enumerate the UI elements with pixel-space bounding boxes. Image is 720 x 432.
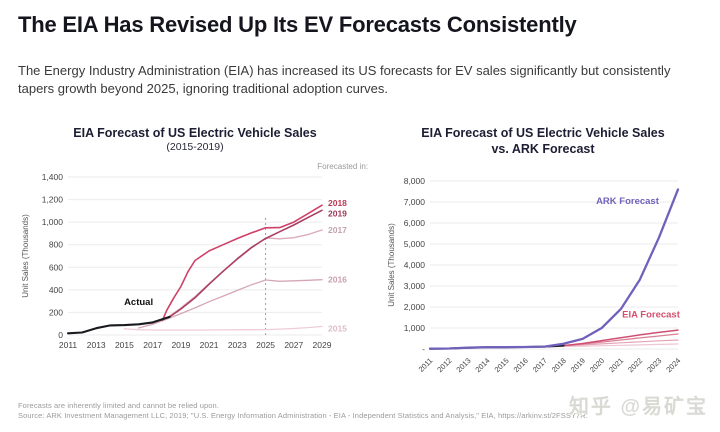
series-line-ark-forecast — [428, 188, 680, 350]
legend-note: Forecasted in: — [317, 162, 368, 171]
series-end-label-2016: 2016 — [328, 275, 347, 285]
left-chart: EIA Forecast of US Electric Vehicle Sale… — [20, 122, 370, 359]
y-axis-tick-label: 1,000 — [404, 323, 426, 333]
y-axis-label: Unit Sales (Thousands) — [387, 223, 396, 307]
page-title: The EIA Has Revised Up Its EV Forecasts … — [18, 12, 577, 37]
y-axis-tick-label: 1,000 — [42, 217, 64, 227]
x-axis-tick-label: 2024 — [664, 356, 682, 374]
left-chart-canvas: 0 200 400 600 800 1,000 1,200 1,400 2011 2013 2015… — [21, 162, 368, 350]
annotation-eia-forecast: EIA Forecast — [622, 310, 681, 321]
right-chart-subtitle: vs. ARK Forecast — [491, 142, 595, 156]
y-axis-tick-label: 8,000 — [404, 176, 426, 186]
annotation-actual: Actual — [124, 297, 153, 308]
x-axis-tick-label: 2017 — [531, 356, 549, 374]
y-axis-tick-label: - — [422, 344, 425, 354]
y-axis-tick-label: 200 — [49, 307, 63, 317]
y-axis-tick-label: 6,000 — [404, 218, 426, 228]
x-axis-tick-label: 2016 — [512, 356, 530, 374]
y-axis-tick-label: 1,400 — [42, 172, 64, 182]
source-text: Source: ARK Investment Management LLC, 2… — [18, 411, 588, 420]
y-axis-tick-label: 600 — [49, 262, 63, 272]
x-axis-tick-label: 2012 — [435, 356, 453, 374]
x-axis-tick-label: 2019 — [171, 340, 190, 350]
x-axis-tick-label: 2022 — [626, 356, 644, 374]
right-chart: EIA Forecast of US Electric Vehicle Sale… — [378, 122, 708, 391]
right-chart-title: EIA Forecast of US Electric Vehicle Sale… — [421, 126, 665, 140]
x-axis-tick-label: 2023 — [645, 356, 663, 374]
left-chart-subtitle: (2015-2019) — [166, 141, 224, 153]
series-end-label-2018: 2018 — [328, 198, 347, 208]
y-axis-tick-label: 3,000 — [404, 281, 426, 291]
y-axis-tick-label: 5,000 — [404, 239, 426, 249]
watermark: 知乎 @易矿宝 — [568, 396, 708, 418]
page-subtitle: The Energy Industry Administration (EIA)… — [18, 63, 671, 96]
x-axis-tick-label: 2021 — [607, 356, 625, 374]
annotation-ark-forecast: ARK Forecast — [596, 196, 660, 207]
x-axis-tick-label: 2019 — [569, 356, 587, 374]
series-line-forecast-2018 — [161, 204, 323, 322]
x-axis-tick-label: 2021 — [200, 340, 219, 350]
y-axis-tick-label: 0 — [58, 330, 63, 340]
x-axis-tick-label: 2011 — [59, 340, 78, 350]
series-end-label-2017: 2017 — [328, 225, 347, 235]
y-axis-tick-label: 800 — [49, 240, 63, 250]
x-axis-tick-label: 2020 — [588, 356, 606, 374]
y-axis-tick-label: 4,000 — [404, 260, 426, 270]
series-end-label-2019: 2019 — [328, 208, 347, 218]
y-axis-tick-label: 400 — [49, 285, 63, 295]
x-axis-tick-label: 2013 — [454, 356, 472, 374]
left-chart-title: EIA Forecast of US Electric Vehicle Sale… — [73, 126, 317, 140]
series-line-forecast-2019 — [168, 209, 323, 318]
x-axis-tick-label: 2018 — [550, 356, 568, 374]
x-axis-tick-label: 2015 — [115, 340, 134, 350]
x-axis-tick-label: 2023 — [228, 340, 247, 350]
x-axis-tick-label: 2014 — [473, 356, 491, 374]
x-axis-tick-label: 2017 — [143, 340, 162, 350]
y-axis-label: Unit Sales (Thousands) — [21, 214, 30, 298]
disclaimer-text: Forecasts are inherently limited and can… — [18, 401, 220, 410]
series-end-label-2015: 2015 — [328, 323, 347, 333]
series-line-actual — [66, 315, 171, 335]
right-chart-canvas: - 1,000 2,000 3,000 4,000 5,000 6,000 7,000 8,00… — [387, 176, 682, 374]
y-axis-tick-label: 2,000 — [404, 302, 426, 312]
x-axis-tick-label: 2013 — [87, 340, 106, 350]
x-axis-tick-label: 2025 — [256, 340, 275, 350]
y-axis-tick-label: 1,200 — [42, 195, 64, 205]
x-axis-tick-label: 2027 — [284, 340, 303, 350]
x-axis-tick-label: 2011 — [417, 356, 435, 374]
x-axis-tick-label: 2029 — [313, 340, 332, 350]
series-line-forecast-2015 — [123, 325, 323, 331]
x-axis-tick-label: 2015 — [493, 356, 511, 374]
series-line-forecast-2016 — [137, 279, 323, 329]
y-axis-tick-label: 7,000 — [404, 197, 426, 207]
series-line-eia-forecast-2018 — [562, 329, 679, 347]
